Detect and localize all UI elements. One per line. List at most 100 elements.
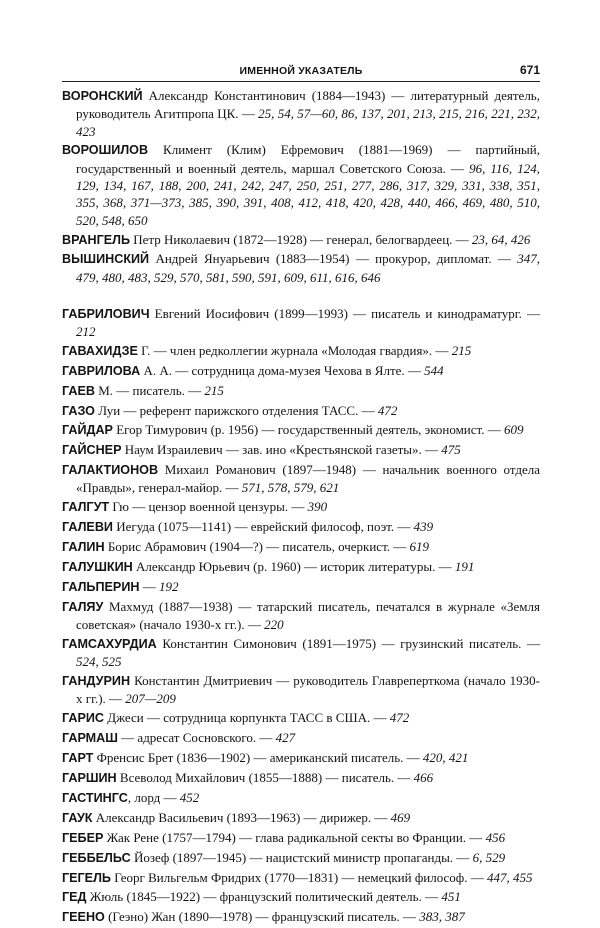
index-entry: ГЕГЕЛЬ Георг Вильгельм Фридрих (1770—183… xyxy=(62,869,540,887)
index-entry: ГАЛГУТ Гю — цензор военной цензуры. — 39… xyxy=(62,498,540,516)
entry-name: ГАЛУШКИН xyxy=(62,560,133,575)
entry-name: ГАМСАХУРДИА xyxy=(62,637,157,651)
index-entry: ВОРОНСКИЙ Александр Константинович (1884… xyxy=(62,87,540,140)
entry-name: ГАЙДАР xyxy=(62,423,113,438)
entry-description: Наум Израилевич — зав. ино «Крестьянской… xyxy=(121,442,442,458)
entry-name: ГАЛЕВИ xyxy=(62,520,113,535)
entry-pages: 347, 479, 480, 483, 529, 570, 581, 590, … xyxy=(76,251,540,285)
entry-pages: 609 xyxy=(503,422,524,438)
entry-pages: 383, 387 xyxy=(419,909,465,925)
entry-pages: 571, 578, 579, 621 xyxy=(241,480,340,496)
index-entry: ГАМСАХУРДИА Константин Симонович (1891—1… xyxy=(62,635,540,671)
entry-pages: 96, 116, 124, 129, 134, 167, 188, 200, 2… xyxy=(76,160,540,228)
entry-description: Борис Абрамович (1904—?) — писатель, оче… xyxy=(104,539,410,555)
index-entry: ГАВРИЛОВА А. А. — сотрудница дома-музея … xyxy=(62,362,540,380)
index-entry: ГАЛИН Борис Абрамович (1904—?) — писател… xyxy=(62,538,540,556)
entry-description: А. А. — сотрудница дома-музея Чехова в Я… xyxy=(140,362,425,378)
entry-pages: 475 xyxy=(441,442,461,458)
entry-name: ГАВАХИДЗЕ xyxy=(62,343,138,358)
index-entry: ГАРМАШ — адресат Сосновского. — 427 xyxy=(62,729,540,747)
index-entry: ВОРОШИЛОВ Климент (Клим) Ефремович (1881… xyxy=(62,141,540,228)
entry-description: Константин Симонович (1891—1975) — грузи… xyxy=(156,636,540,651)
entry-pages: 427 xyxy=(275,730,296,746)
entry-name: ГАРТ xyxy=(62,751,94,766)
entry-name: ВОРОШИЛОВ xyxy=(62,143,149,158)
entry-description: Георг Вильгельм Фридрих (1770—1831) — не… xyxy=(110,869,487,885)
entry-pages: 6, 529 xyxy=(472,849,506,865)
entry-name: ГЕБЕР xyxy=(62,830,104,845)
entry-name: ГЕД xyxy=(62,890,87,905)
entry-name: ГАЙСНЕР xyxy=(62,443,122,458)
entry-pages: 215 xyxy=(204,382,224,398)
entry-name: ГАУК xyxy=(62,810,93,825)
entry-name: ГАЛИН xyxy=(62,540,105,555)
index-entry: ГАЛУШКИН Александр Юрьевич (р. 1960) — и… xyxy=(62,558,540,576)
entry-description: , лорд — xyxy=(127,789,180,805)
entry-name: ГЕЕНО xyxy=(62,910,105,925)
index-entry: ГАРШИН Всеволод Михайлович (1855—1888) —… xyxy=(62,769,540,787)
index-entry: ВРАНГЕЛЬ Петр Николаевич (1872—1928) — г… xyxy=(62,231,540,249)
entry-name: ГАЛЬПЕРИН xyxy=(62,579,140,594)
entry-pages: 439 xyxy=(413,519,434,535)
entry-description: Петр Николаевич (1872—1928) — генерал, б… xyxy=(130,231,472,247)
index-entry: ГАЛЯУ Махмуд (1887—1938) — татарский пис… xyxy=(62,598,540,634)
index-entry: ГАРТ Френсис Брет (1836—1902) — американ… xyxy=(62,749,540,767)
entry-name: ГАБРИЛОВИЧ xyxy=(62,306,150,321)
index-entry: ГАРИС Джеси — сотрудница корпункта ТАСС … xyxy=(62,709,540,727)
entry-pages: 25, 54, 57—60, 86, 137, 201, 213, 215, 2… xyxy=(76,106,541,139)
entry-description: Климент (Клим) Ефремович (1881—1969) — п… xyxy=(76,142,540,176)
entry-pages: 472 xyxy=(389,710,410,726)
entry-description: Френсис Брет (1836—1902) — американский … xyxy=(93,750,423,766)
index-entry: ГАЙДАР Егор Тимурович (р. 1956) — госуда… xyxy=(62,421,540,439)
entry-pages: 456 xyxy=(485,829,506,845)
entry-description: Луи — референт парижского отделения ТАСС… xyxy=(94,402,378,418)
index-entry: ГЕЕНО (Геэно) Жан (1890—1978) — французс… xyxy=(62,908,540,926)
index-entry: ГЕБЕР Жак Рене (1757—1794) — глава радик… xyxy=(62,829,540,847)
entry-name: ВЫШИНСКИЙ xyxy=(62,252,150,267)
entry-description: — xyxy=(139,578,159,594)
entry-pages: 472 xyxy=(377,402,398,418)
entry-name: ГАНДУРИН xyxy=(62,674,131,689)
entry-pages: 420, 421 xyxy=(422,750,469,766)
name-index: ВОРОНСКИЙ Александр Константинович (1884… xyxy=(62,87,540,928)
entry-name: ВОРОНСКИЙ xyxy=(62,89,143,103)
index-entry: ГАЙСНЕР Наум Израилевич — зав. ино «Крес… xyxy=(62,441,540,459)
entry-pages: 191 xyxy=(454,559,475,575)
index-entry: ГЕББЕЛЬС Йозеф (1897—1945) — нацистский … xyxy=(62,849,540,867)
entry-name: ГАРМАШ xyxy=(62,731,118,746)
entry-pages: 390 xyxy=(307,499,328,515)
entry-description: Александр Васильевич (1893—1963) — дириж… xyxy=(92,809,391,825)
entry-name: ГАЛЯУ xyxy=(62,599,104,614)
entry-name: ГАРИС xyxy=(62,711,104,726)
index-entry: ГЕД Жюль (1845—1922) — французский полит… xyxy=(62,888,540,906)
index-entry: ГАЗО Луи — референт парижского отделения… xyxy=(62,402,540,420)
entry-description: — адресат Сосновского. — xyxy=(117,730,276,746)
entry-description: Иегуда (1075—1141) — еврейский философ, … xyxy=(112,519,414,535)
index-entry: ГАУК Александр Васильевич (1893—1963) — … xyxy=(62,809,540,827)
index-entry: ГАБРИЛОВИЧ Евгений Иосифович (1899—1993)… xyxy=(62,305,540,341)
entry-pages: 452 xyxy=(179,789,200,805)
index-entry: ГАСТИНГС, лорд — 452 xyxy=(62,789,540,807)
entry-pages: 619 xyxy=(409,539,430,555)
section-gap xyxy=(62,288,540,305)
entry-name: ГАЛАКТИОНОВ xyxy=(62,463,159,478)
index-entry: ГАЛЬПЕРИН — 192 xyxy=(62,578,540,596)
entry-description: Жак Рене (1757—1794) — глава радикальной… xyxy=(103,829,486,845)
running-header: ИМЕННОЙ УКАЗАТЕЛЬ 671 xyxy=(62,63,540,82)
entry-pages: 215 xyxy=(451,342,472,358)
entry-description: Андрей Януарьевич (1883—1954) — прокурор… xyxy=(149,251,518,267)
entry-description: М. — писатель. — xyxy=(94,382,205,398)
entry-pages: 212 xyxy=(76,323,96,339)
entry-pages: 544 xyxy=(424,362,444,378)
entry-pages: 192 xyxy=(158,578,179,594)
entry-description: Г. — член редколлегии журнала «Молодая г… xyxy=(137,342,452,358)
entry-description: (Геэно) Жан (1890—1978) — французский пи… xyxy=(104,909,420,925)
entry-description: Михаил Романович (1897—1948) — начальник… xyxy=(76,462,540,496)
entry-description: Александр Константинович (1884—1943) — л… xyxy=(76,88,540,122)
entry-description: Гю — цензор военной цензуры. — xyxy=(109,499,308,515)
entry-name: ГЕГЕЛЬ xyxy=(62,870,111,885)
entry-name: ГАЛГУТ xyxy=(62,500,110,515)
entry-pages: 23, 64, 426 xyxy=(471,231,531,247)
index-entry: ГАЕВ М. — писатель. — 215 xyxy=(62,382,540,400)
entry-description: Жюль (1845—1922) — французский политичес… xyxy=(86,889,442,905)
